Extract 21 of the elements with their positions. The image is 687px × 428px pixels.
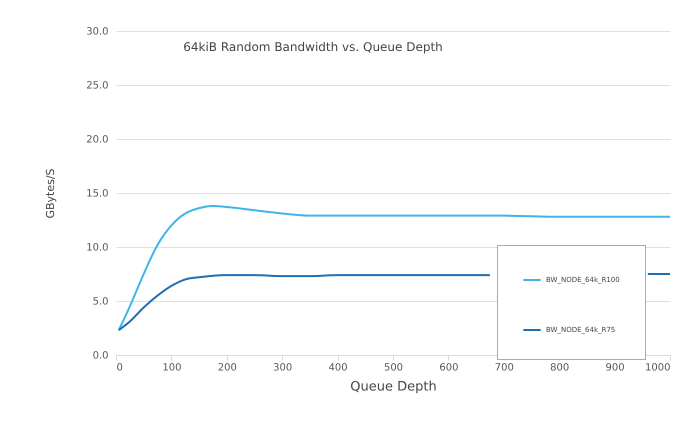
x-axis-title: Queue Depth [350, 380, 437, 394]
x-tick-label: 1000 [645, 362, 670, 374]
x-tick-label: 700 [494, 362, 514, 374]
x-tick-label: 400 [328, 362, 348, 374]
x-tick-label: 800 [550, 362, 570, 374]
y-tick-label: 10.0 [86, 242, 108, 254]
x-tick-label: 200 [218, 362, 237, 374]
x-tick-label: 300 [273, 362, 292, 374]
x-tick-label: 900 [606, 362, 625, 374]
text: 64kiB Random Bandwidth vs. Queue Depth [183, 40, 443, 54]
y-tick-label: 25.0 [86, 80, 108, 92]
x-tick-label: 500 [384, 362, 404, 374]
y-tick-label: 15.0 [86, 188, 108, 200]
x-tick-label: 100 [162, 362, 182, 374]
y-tick-label: 20.0 [86, 134, 108, 146]
y-axis-title: GBytes/S [44, 168, 58, 219]
y-tick-label: 30.0 [86, 26, 108, 38]
x-tick-label: 600 [439, 362, 458, 374]
y-tick-label: 5.0 [92, 296, 108, 308]
x-tick-label: 0 [116, 362, 123, 374]
y-tick-label: 0.0 [92, 350, 108, 362]
